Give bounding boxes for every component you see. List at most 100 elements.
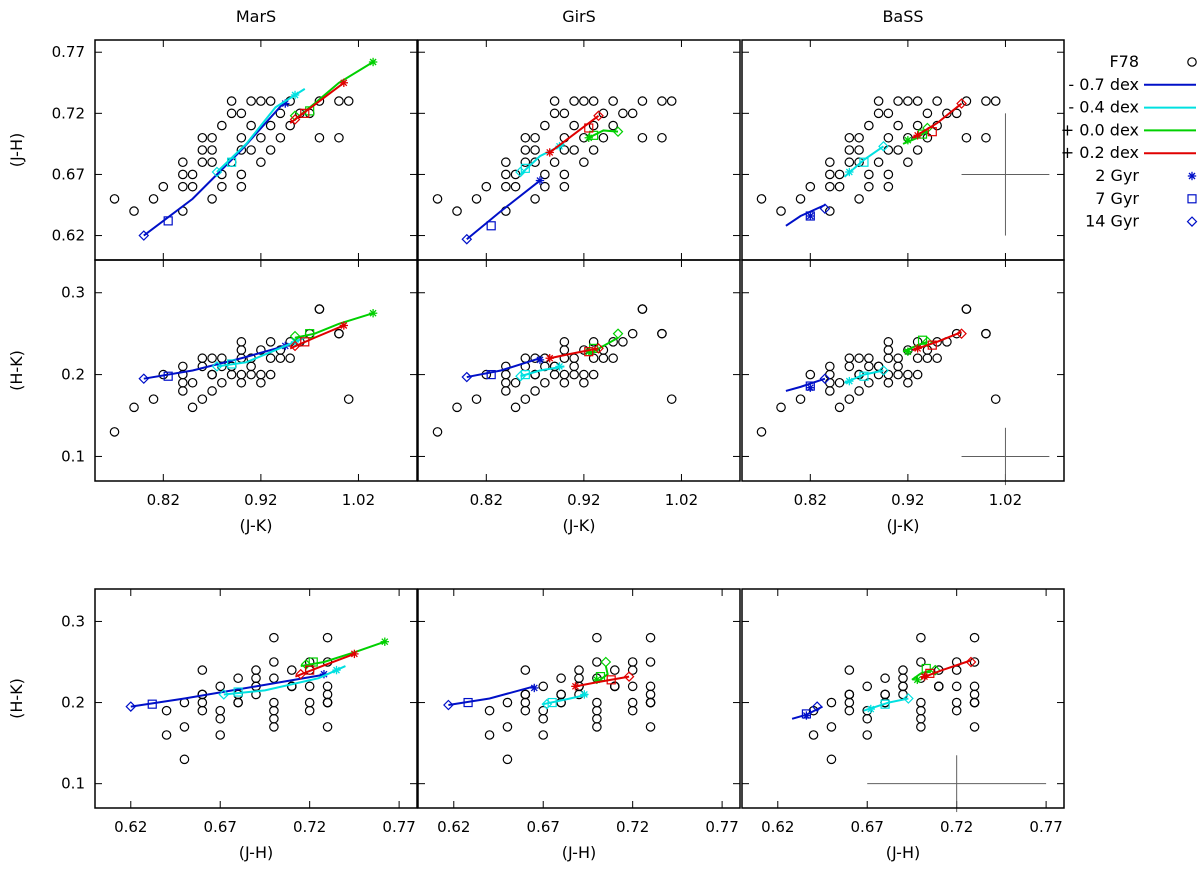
legend-marker-swatch xyxy=(1187,57,1197,67)
marker-2gyr-d2 xyxy=(530,684,538,692)
f78-point xyxy=(161,705,172,716)
f78-point xyxy=(657,132,667,143)
f78-point xyxy=(207,132,217,143)
f78-point xyxy=(666,394,677,404)
f78-point xyxy=(197,705,208,716)
x-tick-label: 0.92 xyxy=(244,491,277,509)
legend-item-f78: F78 xyxy=(1109,52,1197,71)
marker-14gyr xyxy=(138,373,150,385)
legend-label: - 0.7 dex xyxy=(1068,75,1139,94)
f78-point xyxy=(609,665,620,675)
x-tick-label: 0.77 xyxy=(705,818,738,836)
marker-2gyr-d2 xyxy=(571,682,579,690)
f78-point xyxy=(129,402,139,413)
marker-7gyr xyxy=(163,371,173,381)
f78-point xyxy=(588,353,599,364)
marker-7gyr xyxy=(547,697,557,708)
x-tick-label: 0.72 xyxy=(616,818,649,836)
marker-14gyr xyxy=(593,343,604,354)
f78-point xyxy=(207,386,217,396)
track-line-m07 xyxy=(785,204,826,227)
track-line-p02 xyxy=(920,659,972,680)
legend-item-7-gyr: 7 Gyr xyxy=(1095,189,1197,208)
x-tick-label: 0.62 xyxy=(114,818,147,836)
track-line-p00 xyxy=(294,312,374,339)
f78-point xyxy=(269,722,279,732)
track-p02 xyxy=(289,321,349,352)
legend-marker-swatch-d2 xyxy=(1188,172,1196,180)
f78-point xyxy=(756,194,767,204)
f78-point xyxy=(148,394,159,404)
marker-2gyr-d2 xyxy=(580,690,588,698)
track-line-p02 xyxy=(549,347,599,360)
marker-2gyr-d2 xyxy=(536,356,544,364)
marker-2gyr xyxy=(530,683,539,693)
f78-point xyxy=(452,206,462,216)
f78-point xyxy=(969,632,980,643)
marker-2gyr-d2 xyxy=(333,666,340,674)
f78-point xyxy=(864,377,874,388)
f78-point xyxy=(322,632,333,643)
f78-point xyxy=(645,722,656,732)
f78-point xyxy=(559,181,570,192)
panel-frame xyxy=(94,588,418,809)
marker-2gyr xyxy=(368,309,378,318)
legend-marker-swatch xyxy=(1187,194,1197,204)
f78-point xyxy=(217,181,227,192)
f78-point xyxy=(217,377,227,388)
f78-point xyxy=(236,377,247,388)
f78-point xyxy=(251,689,261,700)
marker-7gyr xyxy=(584,347,594,357)
f78-point xyxy=(932,337,942,347)
marker-14gyr xyxy=(922,336,933,348)
f78-point xyxy=(854,132,864,143)
panel-frame xyxy=(417,259,741,482)
f78-point xyxy=(903,377,913,388)
f78-point xyxy=(233,689,243,700)
f78-point xyxy=(109,427,120,437)
f78-point xyxy=(666,96,677,106)
f78-point xyxy=(969,722,980,732)
f78-point xyxy=(916,697,926,708)
x-tick-label: 0.92 xyxy=(567,491,600,509)
f78-point xyxy=(197,157,208,168)
track-p02 xyxy=(294,649,359,680)
marker-14gyr xyxy=(965,656,977,668)
f78-point xyxy=(893,369,903,380)
f78-point xyxy=(256,377,266,388)
f78-point xyxy=(588,145,599,155)
marker-2gyr-d2 xyxy=(281,100,289,108)
marker-14gyr xyxy=(903,693,914,704)
track-line-m04 xyxy=(216,88,306,173)
marker-2gyr xyxy=(913,675,922,685)
marker-2gyr xyxy=(920,672,929,681)
f78-point xyxy=(893,353,903,364)
f78-point xyxy=(961,304,972,314)
y-tick-label: 0.62 xyxy=(52,227,85,245)
track-p02 xyxy=(289,78,349,125)
f78-point xyxy=(579,157,589,168)
error-bar-cross xyxy=(961,427,1050,486)
f78-point xyxy=(864,120,874,131)
x-tick-label: 1.02 xyxy=(342,491,375,509)
f78-point xyxy=(637,304,648,314)
marker-7gyr xyxy=(147,699,157,709)
f78-point xyxy=(501,377,511,388)
f78-point xyxy=(501,157,511,168)
f78-point xyxy=(893,361,903,372)
track-m04 xyxy=(863,693,914,714)
f78-point xyxy=(883,169,894,180)
f78-point xyxy=(256,369,266,380)
f78-point xyxy=(579,96,589,106)
f78-point xyxy=(540,181,550,192)
f78-point xyxy=(530,386,540,396)
f78-point xyxy=(627,108,638,119)
f78-point xyxy=(645,689,656,700)
f78-point xyxy=(314,132,325,143)
f78-point xyxy=(825,377,835,388)
marker-2gyr-d2 xyxy=(913,676,921,684)
marker-2gyr-d2 xyxy=(585,134,593,142)
track-m07 xyxy=(461,176,545,245)
f78-point xyxy=(275,108,286,119)
